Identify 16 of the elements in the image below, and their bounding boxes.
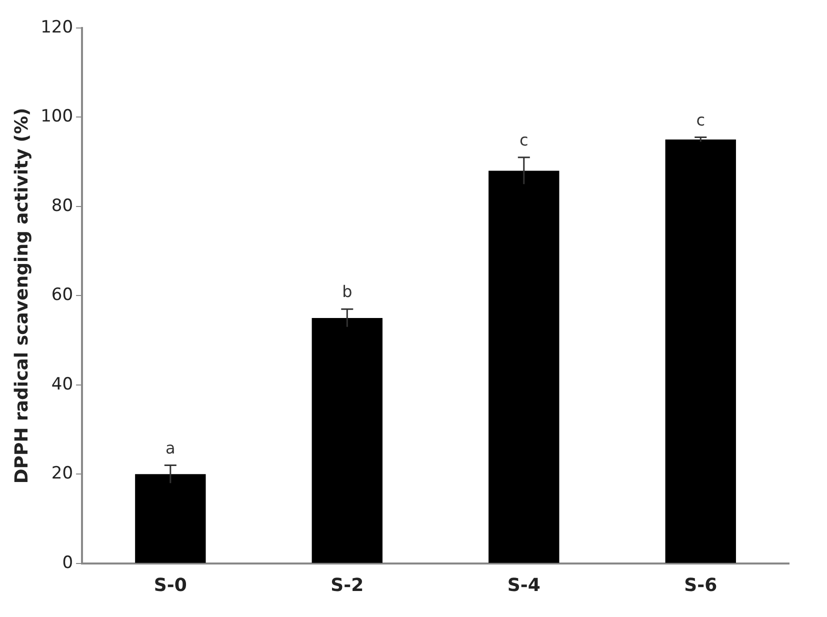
y-tick-label: 0 xyxy=(62,552,74,573)
y-axis-title: DPPH radical scavenging activity (%) xyxy=(11,108,32,484)
annotation: a xyxy=(166,438,176,458)
x-tick-label: S-6 xyxy=(684,574,718,596)
x-tick-label: S-0 xyxy=(154,574,187,596)
annotation: b xyxy=(342,282,352,302)
x-tick-label: S-2 xyxy=(330,574,364,596)
y-tick-label: 60 xyxy=(51,285,74,306)
annotation: c xyxy=(696,110,706,130)
y-tick-label: 100 xyxy=(40,106,74,127)
x-tick-label: S-4 xyxy=(507,574,540,596)
y-tick-label: 40 xyxy=(51,374,74,394)
y-tick-label: 80 xyxy=(51,196,74,216)
annotation: c xyxy=(519,130,528,150)
y-tick-label: 20 xyxy=(51,464,74,484)
y-tick-label: 120 xyxy=(40,17,74,38)
